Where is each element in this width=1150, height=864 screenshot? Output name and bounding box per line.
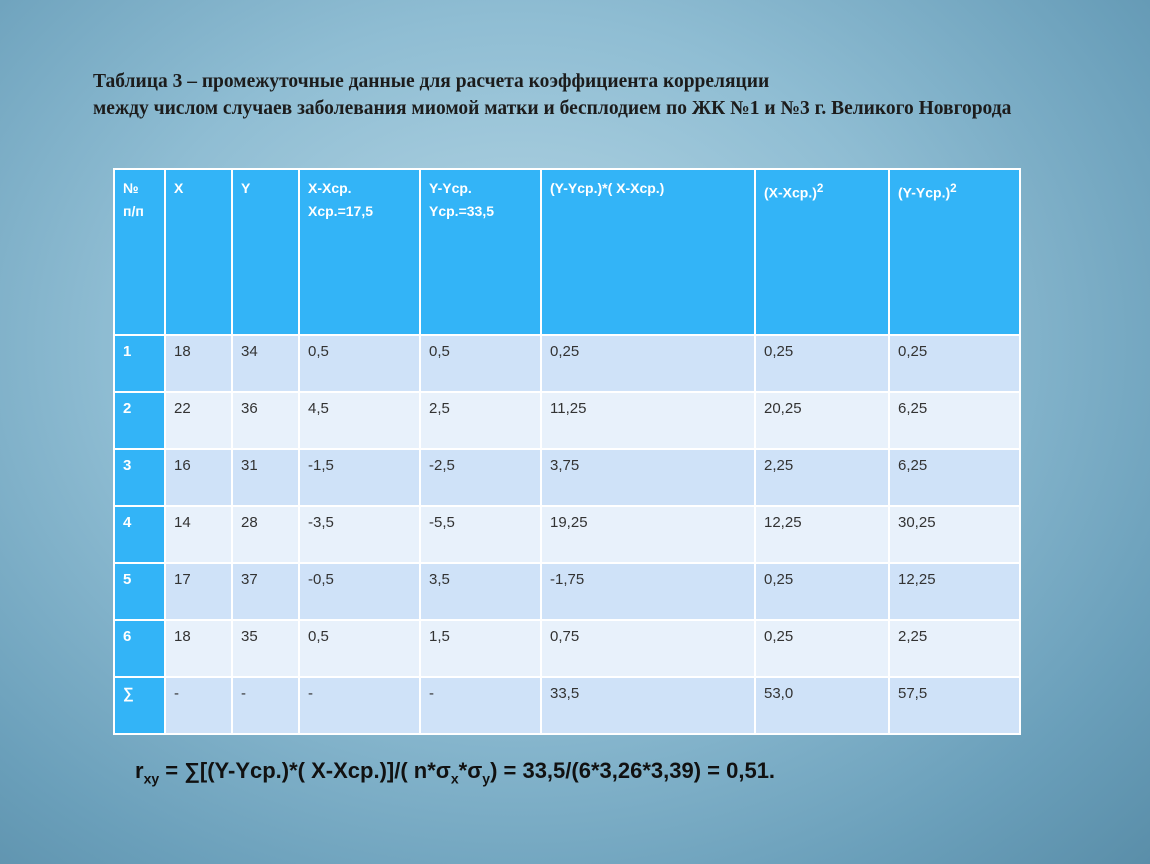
cell: 19,25 (540, 505, 756, 564)
table-row: 4 14 28 -3,5 -5,5 19,25 12,25 30,25 (113, 505, 1021, 564)
cell: 57,5 (888, 676, 1021, 735)
cell: 0,75 (540, 619, 756, 678)
cell: 12,25 (888, 562, 1021, 621)
header-line: п/п (123, 203, 144, 219)
header-line: Y (241, 180, 251, 196)
data-table: № п/п X Y X-Xср. Xср.=17,5 Y-Yср. Yср.=33,5 (Y-Y… (113, 168, 1021, 735)
cell: 35 (231, 619, 300, 678)
cell: 0,25 (754, 334, 890, 393)
header-cell: X (164, 168, 233, 336)
cell: 2,5 (419, 391, 542, 450)
cell: - (419, 676, 542, 735)
superscript: 2 (950, 182, 957, 195)
cell: 17 (164, 562, 233, 621)
formula-text: ) = 33,5/(6*3,26*3,39) = 0,51. (490, 758, 776, 783)
row-number: ∑ (113, 676, 166, 735)
cell: -3,5 (298, 505, 421, 564)
cell: 37 (231, 562, 300, 621)
cell: 11,25 (540, 391, 756, 450)
cell: 14 (164, 505, 233, 564)
cell: 22 (164, 391, 233, 450)
cell: 30,25 (888, 505, 1021, 564)
cell: 16 (164, 448, 233, 507)
cell: -1,5 (298, 448, 421, 507)
header-cell: (Y-Yср.)2 (888, 168, 1021, 336)
cell: 4,5 (298, 391, 421, 450)
formula-text: *σ (458, 758, 483, 783)
cell: 53,0 (754, 676, 890, 735)
header-cell: № п/п (113, 168, 166, 336)
cell: -0,5 (298, 562, 421, 621)
header-cell: X-Xср. Xср.=17,5 (298, 168, 421, 336)
header-cell: (X-Xср.)2 (754, 168, 890, 336)
table-row: 3 16 31 -1,5 -2,5 3,75 2,25 6,25 (113, 448, 1021, 507)
header-cell: Y (231, 168, 300, 336)
row-number: 4 (113, 505, 166, 564)
header-line: X (174, 180, 184, 196)
formula-subscript: xy (143, 770, 160, 787)
cell: 0,25 (888, 334, 1021, 393)
cell: 36 (231, 391, 300, 450)
cell: -2,5 (419, 448, 542, 507)
row-number: 5 (113, 562, 166, 621)
cell: - (298, 676, 421, 735)
cell: 0,25 (754, 619, 890, 678)
header-line: (X-Xср.)2 (764, 182, 824, 201)
cell: 0,25 (540, 334, 756, 393)
cell: -1,75 (540, 562, 756, 621)
cell: 31 (231, 448, 300, 507)
cell: 0,5 (298, 619, 421, 678)
cell: 12,25 (754, 505, 890, 564)
cell: 1,5 (419, 619, 542, 678)
cell: 18 (164, 619, 233, 678)
row-number: 1 (113, 334, 166, 393)
cell: 6,25 (888, 391, 1021, 450)
header-line: X-Xср. (308, 180, 352, 196)
title: Таблица 3 – промежуточные данные для рас… (93, 68, 1011, 122)
row-number: 3 (113, 448, 166, 507)
table-row: 2 22 36 4,5 2,5 11,25 20,25 6,25 (113, 391, 1021, 450)
cell: 0,5 (298, 334, 421, 393)
cell: -5,5 (419, 505, 542, 564)
header-line: № (123, 180, 139, 196)
cell: - (164, 676, 233, 735)
formula-text: = ∑[(Y-Yср.)*( X-Xср.)]/( n*σ (159, 758, 451, 783)
cell: 2,25 (888, 619, 1021, 678)
cell: - (231, 676, 300, 735)
header-line: (Y-Yср.)*( X-Xср.) (550, 180, 665, 196)
table-row: 6 18 35 0,5 1,5 0,75 0,25 2,25 (113, 619, 1021, 678)
header-line: Yср.=33,5 (429, 203, 494, 219)
cell: 0,5 (419, 334, 542, 393)
cell: 6,25 (888, 448, 1021, 507)
header-line: (Y-Yср.)2 (898, 182, 957, 201)
cell: 2,25 (754, 448, 890, 507)
table-row: 5 17 37 -0,5 3,5 -1,75 0,25 12,25 (113, 562, 1021, 621)
formula-subscript: y (482, 770, 491, 787)
cell: 34 (231, 334, 300, 393)
cell: 3,75 (540, 448, 756, 507)
cell: 28 (231, 505, 300, 564)
cell: 33,5 (540, 676, 756, 735)
header-cell: (Y-Yср.)*( X-Xср.) (540, 168, 756, 336)
header-line: Xср.=17,5 (308, 203, 373, 219)
cell: 3,5 (419, 562, 542, 621)
table-row: 1 18 34 0,5 0,5 0,25 0,25 0,25 (113, 334, 1021, 393)
title-line: Таблица 3 – промежуточные данные для рас… (93, 71, 770, 92)
superscript: 2 (816, 182, 824, 195)
formula: rxy = ∑[(Y-Yср.)*( X-Xср.)]/( n*σx*σy) =… (135, 758, 775, 786)
header-cell: Y-Yср. Yср.=33,5 (419, 168, 542, 336)
title-line: между числом случаев заболевания миомой … (93, 98, 1012, 119)
header-row: № п/п X Y X-Xср. Xср.=17,5 Y-Yср. Yср.=33,5 (Y-Y… (113, 168, 1021, 336)
formula-text: r (135, 758, 144, 783)
cell: 0,25 (754, 562, 890, 621)
table-row: ∑ - - - -33,5 53,0 57,5 (113, 676, 1021, 735)
row-number: 6 (113, 619, 166, 678)
row-number: 2 (113, 391, 166, 450)
header-line: Y-Yср. (429, 180, 472, 196)
cell: 18 (164, 334, 233, 393)
formula-subscript: x (450, 770, 459, 787)
cell: 20,25 (754, 391, 890, 450)
